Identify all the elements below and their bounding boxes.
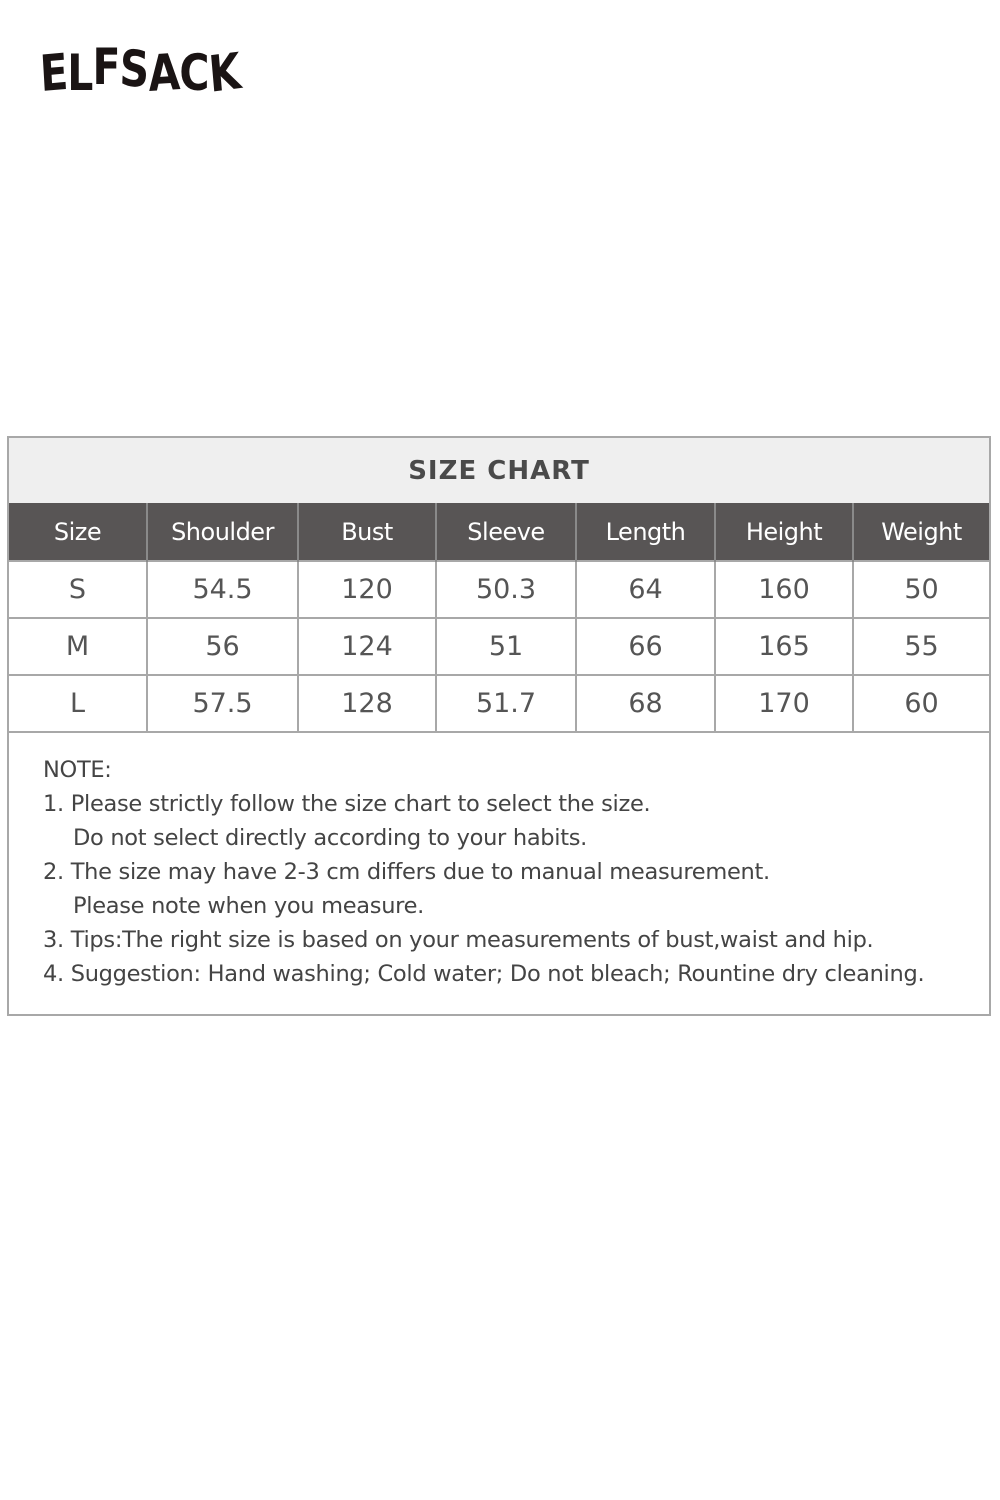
note-line: 4. Suggestion: Hand washing; Cold water;… <box>43 961 925 987</box>
column-header: Weight <box>852 503 989 561</box>
column-header: Height <box>714 503 853 561</box>
table-cell: 51.7 <box>435 674 576 733</box>
table-row: L 57.5 128 51.7 68 170 60 <box>9 674 989 733</box>
note-line: 2. The size may have 2-3 cm differs due … <box>43 859 770 885</box>
table-cell: 60 <box>852 674 989 733</box>
table-cell: L <box>9 674 147 733</box>
table-cell: 170 <box>714 674 853 733</box>
table-cell: 64 <box>575 560 715 618</box>
table-cell: 51 <box>435 617 576 675</box>
size-table: Size Shoulder Bust Sleeve Length Height … <box>9 503 989 733</box>
table-cell: 54.5 <box>146 560 298 618</box>
table-cell: 160 <box>714 560 853 618</box>
table-row: S 54.5 120 50.3 64 160 50 <box>9 560 989 618</box>
note-line: 3. Tips:The right size is based on your … <box>43 927 874 953</box>
table-cell: M <box>9 617 147 675</box>
notes-heading: NOTE: <box>43 757 112 783</box>
column-header: Shoulder <box>146 503 298 561</box>
table-cell: 128 <box>297 674 436 733</box>
table-cell: 55 <box>852 617 989 675</box>
size-chart: SIZE CHART Size Shoulder Bust Sleeve Len… <box>7 436 991 1016</box>
table-row: M 56 124 51 66 165 55 <box>9 617 989 675</box>
column-header: Sleeve <box>435 503 576 561</box>
table-cell: 120 <box>297 560 436 618</box>
table-cell: 50 <box>852 560 989 618</box>
table-cell: 56 <box>146 617 298 675</box>
column-header: Length <box>575 503 715 561</box>
note-line: Please note when you measure. <box>73 893 425 919</box>
note-line: 1. Please strictly follow the size chart… <box>43 791 651 817</box>
table-cell: 66 <box>575 617 715 675</box>
note-line: Do not select directly according to your… <box>73 825 588 851</box>
column-header: Bust <box>297 503 436 561</box>
table-cell: 165 <box>714 617 853 675</box>
table-cell: 57.5 <box>146 674 298 733</box>
table-cell: 68 <box>575 674 715 733</box>
table-cell: S <box>9 560 147 618</box>
notes-section: NOTE: 1. Please strictly follow the size… <box>9 733 989 991</box>
table-cell: 50.3 <box>435 560 576 618</box>
table-header-row: Size Shoulder Bust Sleeve Length Height … <box>9 503 989 561</box>
size-chart-title: SIZE CHART <box>9 438 989 503</box>
brand-logo: ELFSACK <box>38 38 242 104</box>
table-cell: 124 <box>297 617 436 675</box>
column-header: Size <box>9 503 147 561</box>
